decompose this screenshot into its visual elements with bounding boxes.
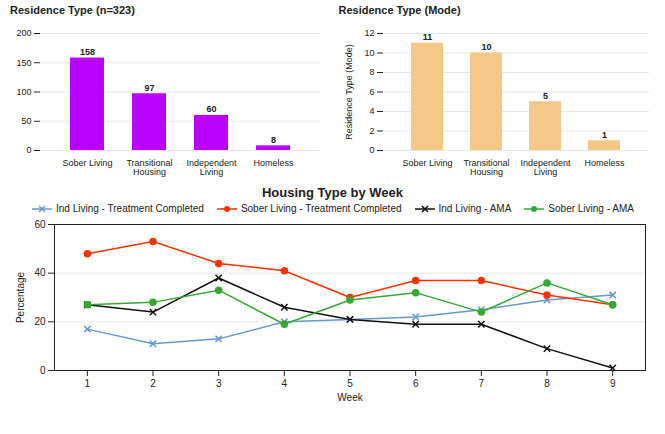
svg-text:97: 97 [144, 83, 154, 93]
svg-text:1: 1 [85, 378, 91, 389]
svg-text:40: 40 [34, 267, 46, 278]
svg-text:Week: Week [337, 392, 363, 403]
svg-text:11: 11 [422, 32, 432, 42]
svg-text:8: 8 [544, 378, 550, 389]
svg-text:0: 0 [26, 145, 31, 155]
svg-text:TransitionalHousing: TransitionalHousing [126, 158, 172, 177]
svg-text:20: 20 [34, 316, 46, 327]
svg-text:12: 12 [364, 28, 374, 38]
svg-text:4: 4 [282, 378, 288, 389]
html-text:Ind Living - AMA: Ind Living - AMA [438, 203, 512, 214]
svg-text:IndependentLiving: IndependentLiving [186, 158, 237, 177]
svg-text:60: 60 [206, 104, 216, 114]
svg-text:1: 1 [601, 130, 606, 140]
svg-text:2: 2 [150, 378, 156, 389]
svg-text:4: 4 [369, 106, 374, 116]
html-text:Sober Living - AMA: Sober Living - AMA [548, 203, 634, 214]
html-text:Ind Living - Treatment Complet: Ind Living - Treatment Completed [56, 203, 204, 214]
html-text:Housing Type by Week: Housing Type by Week [261, 185, 403, 200]
svg-text:Homeless: Homeless [584, 158, 625, 168]
svg-text:2: 2 [369, 126, 374, 136]
svg-text:150: 150 [16, 58, 31, 68]
svg-text:200: 200 [16, 28, 31, 38]
svg-text:8: 8 [271, 135, 276, 145]
svg-text:Percentage: Percentage [15, 271, 26, 323]
svg-text:5: 5 [542, 91, 547, 101]
svg-text:8: 8 [369, 67, 374, 77]
svg-text:10: 10 [364, 48, 374, 58]
svg-text:6: 6 [369, 87, 374, 97]
svg-text:5: 5 [347, 378, 353, 389]
svg-text:3: 3 [216, 378, 222, 389]
html-text:Residence Type (Mode): Residence Type (Mode) [338, 4, 461, 16]
svg-text:60: 60 [34, 219, 46, 230]
svg-text:Residence Type (Mode): Residence Type (Mode) [343, 44, 353, 139]
html-text:Residence Type (n=323): Residence Type (n=323) [10, 4, 135, 16]
svg-text:Homeless: Homeless [253, 158, 294, 168]
svg-text:100: 100 [16, 87, 31, 97]
svg-text:7: 7 [479, 378, 485, 389]
svg-text:0: 0 [369, 145, 374, 155]
svg-text:6: 6 [413, 378, 419, 389]
svg-text:TransitionalHousing: TransitionalHousing [463, 158, 509, 177]
svg-text:50: 50 [21, 116, 31, 126]
svg-text:Sober Living: Sober Living [402, 158, 452, 168]
svg-text:IndependentLiving: IndependentLiving [520, 158, 571, 177]
html-text:Sober Living - Treatment Compl: Sober Living - Treatment Completed [240, 203, 402, 214]
svg-text:0: 0 [40, 365, 46, 376]
svg-text:10: 10 [481, 42, 491, 52]
svg-text:Sober Living: Sober Living [62, 158, 112, 168]
svg-text:158: 158 [80, 47, 95, 57]
svg-text:9: 9 [610, 378, 616, 389]
